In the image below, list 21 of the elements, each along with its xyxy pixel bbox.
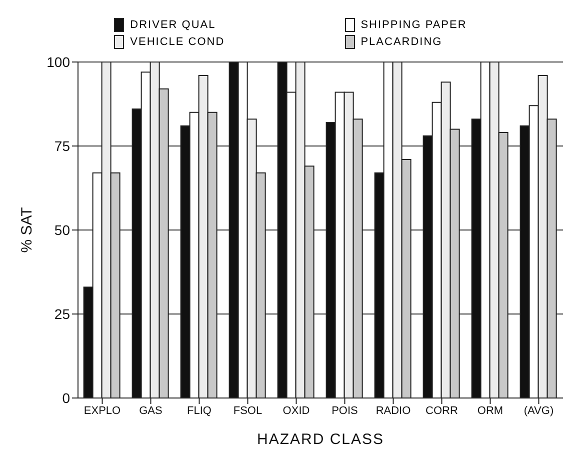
y-tick-label: 50 [54, 222, 70, 238]
x-tick-label: EXPLO [84, 404, 122, 417]
legend-label: PLACARDING [360, 36, 442, 48]
x-tick-label: OXID [282, 404, 310, 417]
legend-label: VEHICLE COND [130, 36, 225, 48]
legend-label: DRIVER QUAL [130, 19, 216, 31]
x-tick-label: FSOL [233, 404, 262, 417]
y-axis-title: % SAT [18, 207, 36, 253]
y-tick-label: 25 [54, 306, 70, 322]
x-tick-label: POIS [332, 404, 358, 417]
y-tick-label: 100 [46, 54, 70, 70]
x-axis-title: HAZARD CLASS [256, 431, 384, 448]
x-tick-label: CORR [426, 404, 458, 417]
x-tick-label: GAS [139, 404, 162, 417]
y-tick-label: 0 [62, 390, 70, 406]
x-tick-label: ORM [477, 404, 504, 417]
x-tick-label: RADIO [376, 404, 412, 417]
x-tick-label: (AVG) [524, 404, 554, 417]
legend-label: SHIPPING PAPER [360, 19, 467, 31]
x-tick-label: FLIQ [187, 404, 212, 417]
y-tick-label: 75 [54, 138, 70, 154]
